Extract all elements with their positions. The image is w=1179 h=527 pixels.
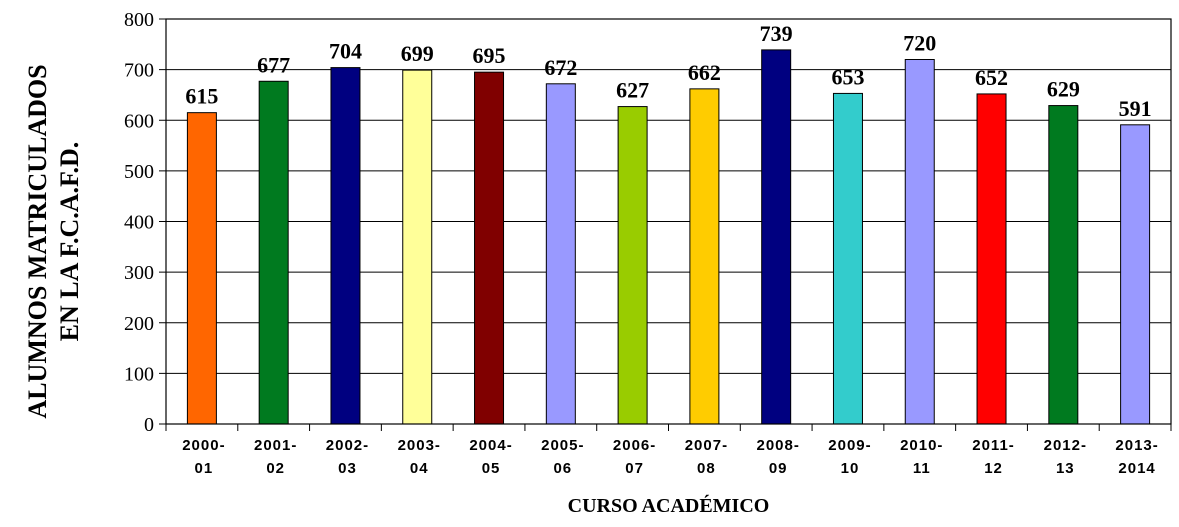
bar-3 <box>402 69 433 425</box>
x-axis-title: CURSO ACADÉMICO <box>568 494 770 517</box>
y-tick-label: 400 <box>124 212 154 234</box>
x-tick-label: 2014 <box>1118 460 1155 477</box>
data-label: 739 <box>760 21 793 46</box>
x-tick-label: 03 <box>338 460 357 477</box>
x-tick-label: 07 <box>625 460 644 477</box>
x-tick-label: 02 <box>266 460 285 477</box>
y-tick-label: 300 <box>124 262 154 284</box>
x-tick-label: 2003- <box>398 437 441 454</box>
x-axis-ticks: 2000- 01 2001- 02 2002- 03 2003- 04 2004- 05 2005-… <box>165 424 1172 477</box>
data-label: 591 <box>1119 96 1152 121</box>
y-axis-title-line-1: ALUMNOS MATRICULADOS <box>23 64 52 418</box>
x-tick-label: 13 <box>1056 460 1075 477</box>
x-tick-label: 2009- <box>828 437 871 454</box>
data-label: 615 <box>185 84 218 109</box>
data-label: 677 <box>257 52 290 77</box>
bar-5 <box>545 83 576 425</box>
data-label: 720 <box>903 31 936 56</box>
x-tick-label: 2012- <box>1044 437 1087 454</box>
data-label: 662 <box>688 60 721 85</box>
bars <box>186 49 1151 425</box>
y-axis-ticks: 0 100 200 300 400 500 600 700 800 <box>124 9 166 436</box>
y-axis-title: ALUMNOS MATRICULADOS EN LA F.C.A.F.D. <box>23 64 84 418</box>
x-tick-label: 06 <box>553 460 572 477</box>
x-tick-label: 2002- <box>326 437 369 454</box>
data-label: 672 <box>544 55 577 80</box>
x-tick-label: 2013- <box>1115 437 1158 454</box>
data-labels: 615 677 704 699 695 672 627 662 739 653 720 652 629 5… <box>185 21 1151 121</box>
bar-2 <box>330 67 361 425</box>
data-label: 629 <box>1047 77 1080 102</box>
bar-12 <box>1048 105 1079 425</box>
x-tick-label: 2006- <box>613 437 656 454</box>
bar-0 <box>186 112 217 425</box>
bar-8 <box>761 49 792 425</box>
y-tick-label: 200 <box>124 313 154 335</box>
data-label: 704 <box>329 39 362 64</box>
x-tick-label: 05 <box>482 460 501 477</box>
y-tick-label: 800 <box>124 9 154 31</box>
bar-10 <box>904 59 935 425</box>
x-tick-label: 2007- <box>685 437 728 454</box>
x-tick-label: 2005- <box>541 437 584 454</box>
gridlines <box>166 69 1171 374</box>
data-label: 653 <box>831 64 864 89</box>
x-tick-label: 2011- <box>972 437 1015 454</box>
bar-4 <box>474 71 505 425</box>
bar-13 <box>1120 124 1151 425</box>
y-tick-label: 700 <box>124 60 154 82</box>
x-tick-label: 2001- <box>254 437 297 454</box>
x-tick-label: 09 <box>769 460 788 477</box>
x-tick-label: 10 <box>841 460 860 477</box>
x-tick-label: 2000- <box>182 437 225 454</box>
x-tick-label: 01 <box>195 460 214 477</box>
x-tick-label: 2008- <box>756 437 799 454</box>
bar-9 <box>832 92 863 425</box>
y-tick-label: 100 <box>124 363 154 385</box>
y-tick-label: 500 <box>124 161 154 183</box>
bar-6 <box>617 106 648 425</box>
x-tick-label: 04 <box>410 460 429 477</box>
x-tick-label: 11 <box>913 460 931 477</box>
bar-7 <box>689 88 720 425</box>
bar-1 <box>258 80 289 425</box>
y-tick-label: 0 <box>144 414 154 436</box>
data-label: 699 <box>401 41 434 66</box>
y-axis-title-line-2: EN LA F.C.A.F.D. <box>55 142 84 342</box>
bar-11 <box>976 93 1007 425</box>
x-tick-label: 08 <box>697 460 716 477</box>
data-label: 695 <box>473 43 506 68</box>
data-label: 627 <box>616 78 649 103</box>
x-tick-label: 2010- <box>900 437 943 454</box>
x-tick-label: 12 <box>984 460 1003 477</box>
x-tick-label: 2004- <box>469 437 512 454</box>
data-label: 652 <box>975 65 1008 90</box>
y-tick-label: 600 <box>124 110 154 132</box>
